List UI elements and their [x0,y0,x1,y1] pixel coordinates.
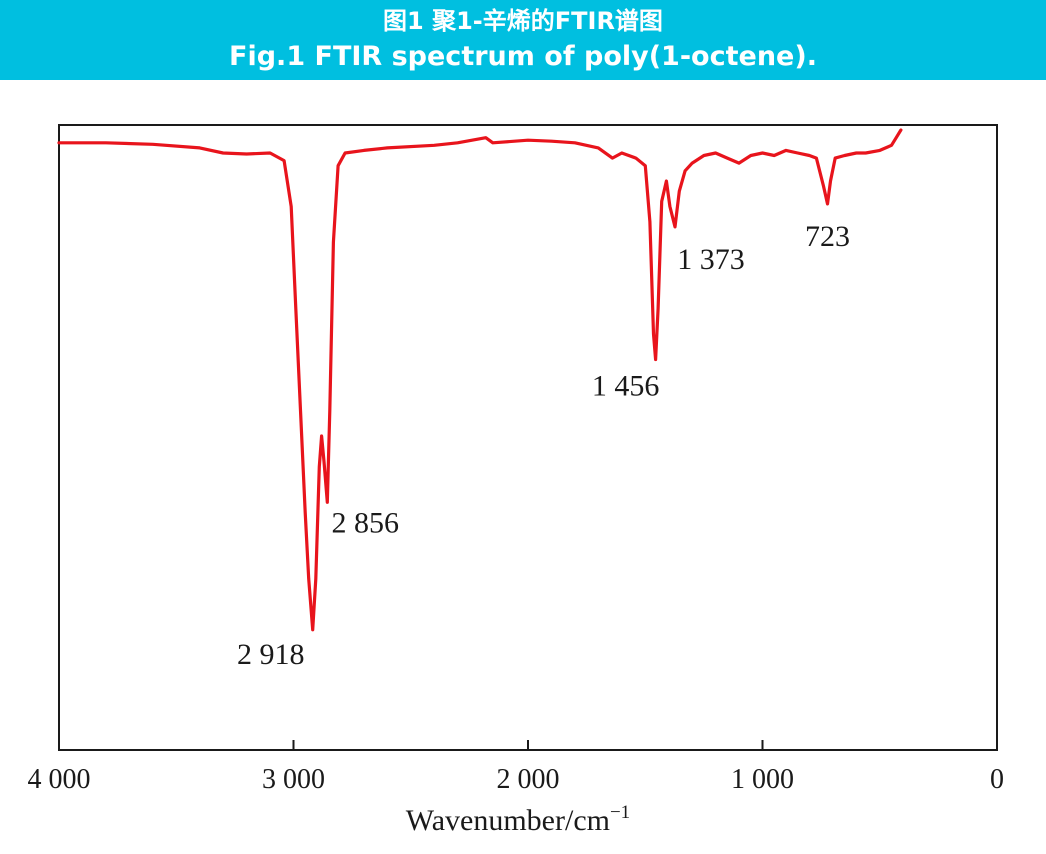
spectrum-line [57,128,903,632]
peak-label: 723 [805,220,850,253]
x-tick-label: 2 000 [497,764,560,795]
peak-label: 2 918 [237,638,305,671]
figure-title-banner: 图1 聚1-辛烯的FTIR谱图 Fig.1 FTIR spectrum of p… [0,0,1046,80]
x-tick-label: 4 000 [28,764,91,795]
x-tick-label: 1 000 [731,764,794,795]
title-english: Fig.1 FTIR spectrum of poly(1-octene). [229,41,817,72]
peak-label: 2 856 [332,506,400,539]
x-axis-title: Wavenumber/cm−1 [406,802,630,837]
title-chinese: 图1 聚1-辛烯的FTIR谱图 [383,7,663,35]
x-tick-label: 0 [990,764,1004,795]
peak-label: 1 373 [677,243,745,276]
plot-area-frame [58,124,998,751]
ftir-chart: 4 000 3 000 2 000 1 000 0 2 918 2 856 1 456 1 3… [28,124,1004,837]
peak-label: 1 456 [592,370,660,403]
x-tick-label: 3 000 [262,764,325,795]
